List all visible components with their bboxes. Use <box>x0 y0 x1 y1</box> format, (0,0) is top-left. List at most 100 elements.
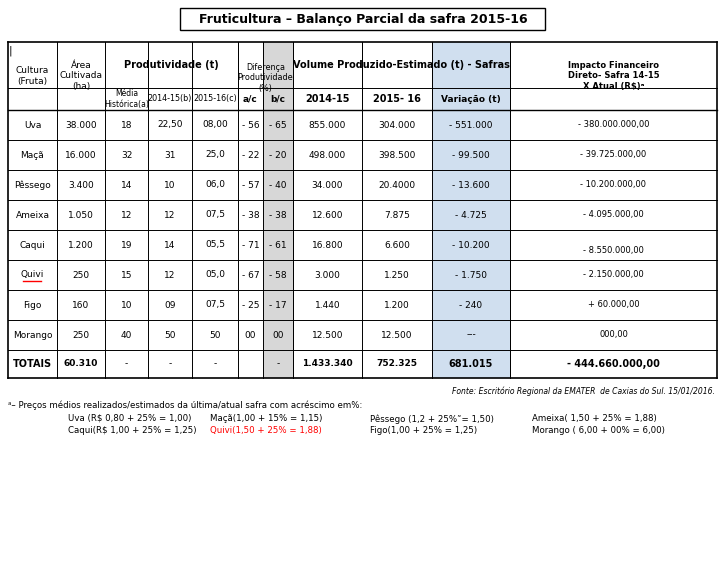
Text: 06,0: 06,0 <box>205 180 225 189</box>
Text: Caqui: Caqui <box>20 241 46 250</box>
Text: 000,00: 000,00 <box>599 330 628 339</box>
Text: Pêssego: Pêssego <box>14 180 51 190</box>
Text: 1.050: 1.050 <box>68 211 94 220</box>
Text: Área
Cultivada
(ha): Área Cultivada (ha) <box>59 61 102 91</box>
Text: - 40: - 40 <box>269 180 287 189</box>
Text: 12: 12 <box>121 211 132 220</box>
Text: 1.200: 1.200 <box>384 301 410 310</box>
Text: - 1.750: - 1.750 <box>455 270 487 279</box>
Text: Fonte: Escritório Regional da EMATER  de Caxias do Sul. 15/01/2016.: Fonte: Escritório Regional da EMATER de … <box>452 386 715 396</box>
Text: - 444.660.000,00: - 444.660.000,00 <box>567 359 660 369</box>
Text: 7.875: 7.875 <box>384 211 410 220</box>
Text: - 71: - 71 <box>241 241 260 250</box>
Text: - 240: - 240 <box>460 301 483 310</box>
Text: a/c: a/c <box>243 94 258 103</box>
Text: Maçã: Maçã <box>20 151 44 160</box>
Text: Morango ( 6,00 + 00% = 6,00): Morango ( 6,00 + 00% = 6,00) <box>532 426 665 435</box>
Text: -: - <box>213 360 217 369</box>
Text: 14: 14 <box>121 180 132 189</box>
Text: Variação (t): Variação (t) <box>441 94 501 103</box>
Text: 2014-15: 2014-15 <box>305 94 349 104</box>
Text: 22,50: 22,50 <box>157 120 183 129</box>
Text: 16.000: 16.000 <box>65 151 97 160</box>
Text: 398.500: 398.500 <box>378 151 415 160</box>
Text: - 22: - 22 <box>242 151 260 160</box>
Text: 250: 250 <box>72 330 90 339</box>
Text: - 58: - 58 <box>269 270 287 279</box>
Text: 07,5: 07,5 <box>205 211 225 220</box>
Text: 1.200: 1.200 <box>68 241 94 250</box>
Text: - 61: - 61 <box>269 241 287 250</box>
Text: 1.440: 1.440 <box>315 301 340 310</box>
Text: Quivi(1,50 + 25% = 1,88): Quivi(1,50 + 25% = 1,88) <box>210 426 322 435</box>
Text: - 99.500: - 99.500 <box>452 151 490 160</box>
Text: Fruticultura – Balanço Parcial da safra 2015-16: Fruticultura – Balanço Parcial da safra … <box>199 12 527 25</box>
Text: Impacto Financeiro
Direto- Safra 14-15
X Atual (R$)ᵃ: Impacto Financeiro Direto- Safra 14-15 X… <box>568 61 659 91</box>
Text: 2015-16(c): 2015-16(c) <box>193 94 237 103</box>
Text: Maçã(1,00 + 15% = 1,15): Maçã(1,00 + 15% = 1,15) <box>210 414 323 423</box>
Text: Cultura
(Fruta): Cultura (Fruta) <box>16 66 49 85</box>
Text: 12.500: 12.500 <box>381 330 413 339</box>
Text: ---: --- <box>466 330 476 339</box>
Text: - 2.150.000,00: - 2.150.000,00 <box>583 270 644 279</box>
Text: |: | <box>9 46 12 57</box>
Text: Média
Histórica(a): Média Histórica(a) <box>104 89 149 108</box>
Text: - 38: - 38 <box>269 211 287 220</box>
Text: 6.600: 6.600 <box>384 241 410 250</box>
Bar <box>263 42 293 378</box>
Text: 10: 10 <box>165 180 175 189</box>
Text: - 4.725: - 4.725 <box>455 211 487 220</box>
Text: 08,00: 08,00 <box>202 120 228 129</box>
Text: - 20: - 20 <box>269 151 287 160</box>
Text: 50: 50 <box>165 330 175 339</box>
Text: 60.310: 60.310 <box>64 360 98 369</box>
Text: Caqui(R$ 1,00 + 25% = 1,25): Caqui(R$ 1,00 + 25% = 1,25) <box>68 426 196 435</box>
Text: - 56: - 56 <box>241 120 260 129</box>
Text: 250: 250 <box>72 270 90 279</box>
Text: 12: 12 <box>165 211 175 220</box>
Text: - 39.725.000,00: - 39.725.000,00 <box>581 151 647 160</box>
Text: Volume Produzido-Estimado (t) - Safras: Volume Produzido-Estimado (t) - Safras <box>293 60 510 70</box>
Text: 50: 50 <box>210 330 220 339</box>
Text: 00: 00 <box>245 330 256 339</box>
Text: Quivi: Quivi <box>21 270 44 279</box>
Text: - 13.600: - 13.600 <box>452 180 490 189</box>
Text: ᵃ– Preços médios realizados/estimados da última/atual safra com acréscimo em%:: ᵃ– Preços médios realizados/estimados da… <box>8 400 362 410</box>
Text: Pêssego (1,2 + 25%˜= 1,50): Pêssego (1,2 + 25%˜= 1,50) <box>370 414 494 424</box>
Text: 15: 15 <box>121 270 132 279</box>
Text: -: - <box>276 360 280 369</box>
Text: -: - <box>125 360 128 369</box>
Text: 2014-15(b): 2014-15(b) <box>148 94 192 103</box>
Text: - 65: - 65 <box>269 120 287 129</box>
Text: 2015- 16: 2015- 16 <box>373 94 421 104</box>
Text: -: - <box>168 360 172 369</box>
Text: 12.500: 12.500 <box>312 330 343 339</box>
Text: Uva: Uva <box>24 120 41 129</box>
Text: 10: 10 <box>121 301 132 310</box>
Text: 3.000: 3.000 <box>315 270 341 279</box>
Text: - 38: - 38 <box>241 211 260 220</box>
Text: 31: 31 <box>165 151 175 160</box>
Text: 34.000: 34.000 <box>312 180 343 189</box>
Text: 1.250: 1.250 <box>384 270 410 279</box>
Text: Produtividade (t): Produtividade (t) <box>124 60 219 70</box>
Text: TOTAIS: TOTAIS <box>13 359 52 369</box>
Text: Diferença
Produtividade
(%): Diferença Produtividade (%) <box>238 63 294 93</box>
Text: 855.000: 855.000 <box>309 120 346 129</box>
Text: Figo(1,00 + 25% = 1,25): Figo(1,00 + 25% = 1,25) <box>370 426 477 435</box>
Text: Ameixa: Ameixa <box>15 211 49 220</box>
Text: - 4.095.000,00: - 4.095.000,00 <box>583 211 644 220</box>
Text: 19: 19 <box>121 241 132 250</box>
Text: b/c: b/c <box>270 94 286 103</box>
Text: 40: 40 <box>121 330 132 339</box>
Text: - 17: - 17 <box>269 301 287 310</box>
Text: 20.4000: 20.4000 <box>378 180 415 189</box>
Text: 12.600: 12.600 <box>312 211 343 220</box>
Text: Uva (R$ 0,80 + 25% = 1,00): Uva (R$ 0,80 + 25% = 1,00) <box>68 414 191 423</box>
Text: - 25: - 25 <box>241 301 260 310</box>
Text: 752.325: 752.325 <box>376 360 418 369</box>
Text: 681.015: 681.015 <box>449 359 493 369</box>
Text: - 67: - 67 <box>241 270 260 279</box>
Text: - 10.200: - 10.200 <box>452 241 490 250</box>
Text: 07,5: 07,5 <box>205 301 225 310</box>
